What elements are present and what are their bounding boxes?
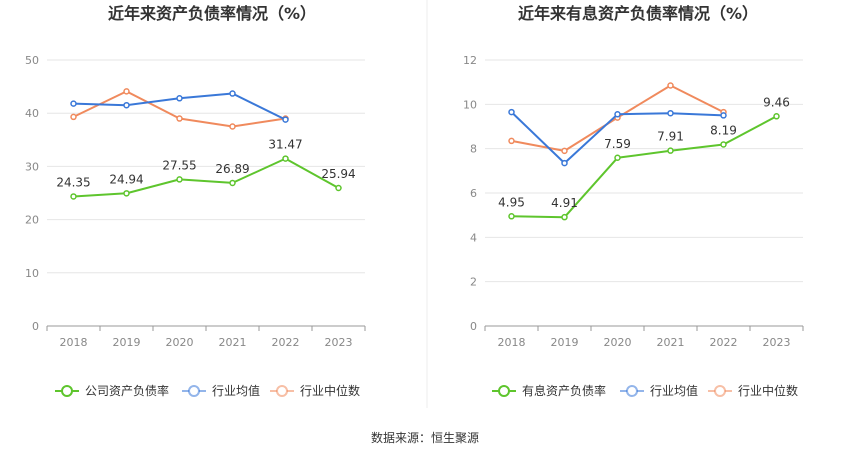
data-label: 27.55 bbox=[162, 158, 196, 172]
data-point bbox=[176, 95, 183, 102]
x-tick-label: 2021 bbox=[219, 336, 247, 349]
x-tick-label: 2019 bbox=[113, 336, 141, 349]
legend-label: 行业均值 bbox=[212, 383, 260, 398]
legend-label: 公司资产负债率 bbox=[85, 383, 169, 398]
y-tick-label: 0 bbox=[470, 320, 477, 333]
legend-label: 有息资产负债率 bbox=[522, 383, 606, 398]
data-point bbox=[508, 108, 515, 116]
data-label: 9.46 bbox=[763, 95, 790, 109]
data-label: 4.95 bbox=[498, 195, 525, 209]
x-tick-label: 2020 bbox=[604, 336, 632, 349]
x-tick-label: 2019 bbox=[551, 336, 579, 349]
data-label: 4.91 bbox=[551, 196, 578, 210]
y-tick-label: 8 bbox=[470, 143, 477, 156]
legend-swatch-marker bbox=[714, 385, 726, 397]
y-tick-label: 20 bbox=[25, 214, 39, 227]
data-label: 25.94 bbox=[321, 167, 355, 181]
x-tick-label: 2023 bbox=[325, 336, 353, 349]
y-tick-label: 12 bbox=[463, 54, 477, 67]
y-tick-label: 4 bbox=[470, 231, 477, 244]
legend-label: 行业中位数 bbox=[300, 383, 360, 398]
y-tick-label: 2 bbox=[470, 276, 477, 289]
data-point bbox=[508, 137, 515, 145]
data-point bbox=[667, 82, 674, 89]
data-point bbox=[123, 101, 130, 109]
data-point bbox=[614, 154, 621, 162]
data-point bbox=[773, 113, 780, 120]
data-point bbox=[667, 147, 674, 154]
legend-swatch-marker bbox=[626, 385, 638, 397]
x-tick-label: 2020 bbox=[166, 336, 194, 349]
chart-title: 近年来资产负债率情况（%） bbox=[108, 4, 316, 23]
y-tick-label: 40 bbox=[25, 107, 39, 120]
data-point bbox=[561, 159, 568, 167]
y-tick-label: 50 bbox=[25, 54, 39, 67]
chart-debt-ratio: 近年来资产负债率情况（%） 0 10 20 30 40 50 2018 2019 2020 2021… bbox=[25, 4, 366, 398]
data-point bbox=[123, 88, 130, 95]
data-point bbox=[720, 112, 727, 119]
chart-title: 近年来有息资产负债率情况（%） bbox=[518, 4, 758, 23]
data-point bbox=[614, 111, 621, 118]
chart-interest-debt-ratio: 近年来有息资产负债率情况（%） 0 2 4 6 8 10 12 2018 2019 2020 2021… bbox=[463, 4, 804, 398]
data-label: 31.47 bbox=[268, 138, 302, 152]
data-label: 8.19 bbox=[710, 123, 737, 137]
x-tick-label: 2022 bbox=[710, 336, 738, 349]
data-label: 7.91 bbox=[657, 130, 684, 144]
legend-label: 行业均值 bbox=[650, 383, 698, 398]
data-point bbox=[70, 113, 77, 121]
data-point bbox=[561, 147, 568, 155]
data-point bbox=[335, 184, 342, 192]
data-point bbox=[70, 193, 77, 200]
data-label: 24.35 bbox=[56, 175, 90, 189]
data-point bbox=[229, 90, 236, 97]
legend-swatch-marker bbox=[61, 385, 73, 397]
legend-label: 行业中位数 bbox=[738, 383, 798, 398]
data-point bbox=[561, 213, 568, 221]
series-line-0 bbox=[511, 115, 777, 219]
data-point bbox=[70, 100, 77, 107]
data-point bbox=[508, 213, 515, 220]
y-tick-label: 30 bbox=[25, 160, 39, 173]
y-tick-label: 6 bbox=[470, 187, 477, 200]
y-tick-label: 0 bbox=[32, 320, 39, 333]
y-tick-label: 10 bbox=[463, 98, 477, 111]
data-label: 7.59 bbox=[604, 137, 631, 151]
data-point bbox=[229, 179, 236, 187]
data-point bbox=[282, 155, 289, 162]
data-point bbox=[282, 116, 289, 123]
y-tick-label: 10 bbox=[25, 267, 39, 280]
data-point bbox=[123, 190, 130, 197]
data-point bbox=[720, 141, 727, 148]
x-tick-label: 2021 bbox=[657, 336, 685, 349]
data-point bbox=[176, 176, 183, 183]
x-tick-label: 2023 bbox=[763, 336, 791, 349]
source-note: 数据来源：恒生聚源 bbox=[371, 430, 479, 445]
legend-swatch-marker bbox=[188, 385, 200, 397]
legend-swatch-marker bbox=[498, 385, 510, 397]
data-label: 24.94 bbox=[109, 172, 143, 186]
x-tick-label: 2018 bbox=[498, 336, 526, 349]
data-point bbox=[229, 123, 236, 130]
data-label: 26.89 bbox=[215, 162, 249, 176]
data-point bbox=[667, 109, 674, 117]
x-tick-label: 2018 bbox=[60, 336, 88, 349]
legend-swatch-marker bbox=[276, 385, 288, 397]
data-point bbox=[176, 115, 183, 122]
series-line-0 bbox=[73, 157, 339, 198]
x-tick-label: 2022 bbox=[272, 336, 300, 349]
